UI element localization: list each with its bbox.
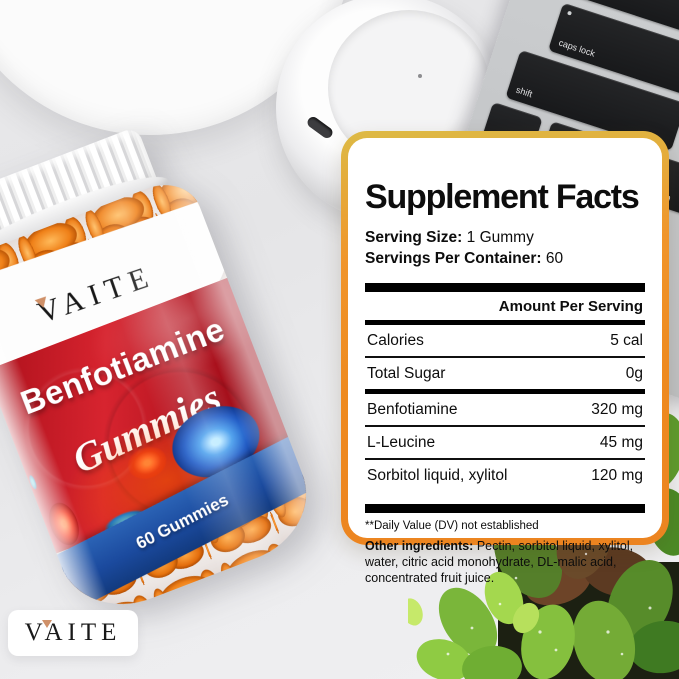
brand-logo-card: VAITE	[8, 610, 138, 656]
fact-amount: 120 mg	[591, 466, 643, 484]
divider-thin	[365, 457, 645, 460]
fact-amount: 0g	[625, 364, 643, 382]
fact-row-benfotiamine: Benfotiamine 320 mg	[365, 394, 645, 425]
fact-row-calories: Calories 5 cal	[365, 325, 645, 356]
supplement-facts-content: Supplement Facts Serving Size: 1 Gummy S…	[348, 138, 662, 585]
fact-amount: 5 cal	[610, 331, 643, 349]
fact-amount: 320 mg	[591, 400, 643, 418]
bottle-body: VAITE Benfotiamine Gummies 60 Gummies	[0, 173, 325, 625]
brand-mark-triangle-icon	[42, 620, 52, 628]
fact-amount: 45 mg	[599, 433, 643, 451]
divider-medium	[365, 388, 645, 394]
divider-medium	[365, 319, 645, 325]
fact-name: Benfotiamine	[367, 400, 458, 418]
brand-logo: VAITE	[8, 610, 138, 647]
supplement-facts-panel: Supplement Facts Serving Size: 1 Gummy S…	[341, 131, 669, 585]
fact-name: Calories	[367, 331, 424, 349]
divider-thick	[365, 282, 645, 292]
brand-logo-text: VAITE	[24, 619, 122, 646]
supplement-bottle: VAITE Benfotiamine Gummies 60 Gummies	[0, 105, 356, 648]
serving-size-line: Serving Size: 1 Gummy	[365, 227, 645, 248]
fact-name: Total Sugar	[367, 364, 446, 382]
key-label: shift	[514, 84, 534, 100]
daily-value-footnote: **Daily Value (DV) not established	[365, 519, 539, 532]
fact-row-total-sugar: Total Sugar 0g	[365, 358, 645, 389]
divider-thin	[365, 355, 645, 358]
key-label: caps lock	[557, 37, 597, 59]
caps-lock-indicator-icon	[567, 10, 573, 16]
coffee-lid-sip-hole	[305, 114, 335, 141]
servings-value: 60	[541, 250, 564, 268]
supplement-facts-title: Supplement Facts	[365, 178, 640, 216]
servings-per-container-line: Servings Per Container: 60	[365, 248, 645, 269]
divider-thin	[365, 424, 645, 427]
other-ingredients: Other ingredients: Pectin, sorbitol liqu…	[365, 538, 645, 587]
fact-row-l-leucine: L-Leucine 45 mg	[365, 427, 645, 458]
coffee-lid-pin-hole	[418, 74, 422, 78]
fact-name: L-Leucine	[367, 433, 436, 451]
serving-size-label: Serving Size:	[365, 229, 463, 246]
other-ingredients-text: Pectin, sorbitol liquid, xylitol, water,…	[365, 538, 634, 586]
fact-row-sorbitol: Sorbitol liquid, xylitol 120 mg	[365, 460, 645, 491]
other-ingredients-label: Other ingredients:	[365, 538, 474, 553]
amount-per-serving-header: Amount Per Serving	[498, 297, 643, 315]
divider-thick	[365, 503, 645, 513]
serving-size-value: 1 Gummy	[462, 229, 534, 246]
servings-label: Servings Per Container:	[365, 250, 542, 268]
fact-name: Sorbitol liquid, xylitol	[367, 466, 508, 484]
